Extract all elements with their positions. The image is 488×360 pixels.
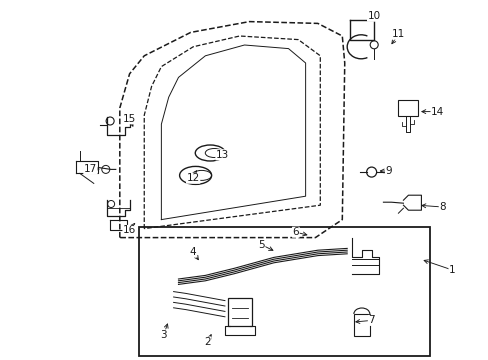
Text: 16: 16: [122, 225, 136, 235]
Text: 6: 6: [292, 227, 299, 237]
Text: 10: 10: [367, 11, 380, 21]
Text: 9: 9: [385, 166, 391, 176]
Bar: [139, 227, 429, 356]
Text: 13: 13: [215, 150, 229, 160]
Text: 3: 3: [160, 330, 167, 340]
Text: 11: 11: [391, 29, 405, 39]
Bar: [353, 314, 369, 336]
Text: 2: 2: [204, 337, 211, 347]
Text: 4: 4: [189, 247, 196, 257]
Text: 1: 1: [448, 265, 455, 275]
Bar: [398, 100, 417, 116]
Text: 7: 7: [367, 315, 374, 325]
Text: 5: 5: [258, 240, 264, 250]
Text: 14: 14: [430, 107, 444, 117]
Text: 12: 12: [186, 173, 200, 183]
Text: 8: 8: [438, 202, 445, 212]
Text: 15: 15: [122, 114, 136, 124]
Text: 17: 17: [83, 164, 97, 174]
Bar: [227, 298, 251, 326]
